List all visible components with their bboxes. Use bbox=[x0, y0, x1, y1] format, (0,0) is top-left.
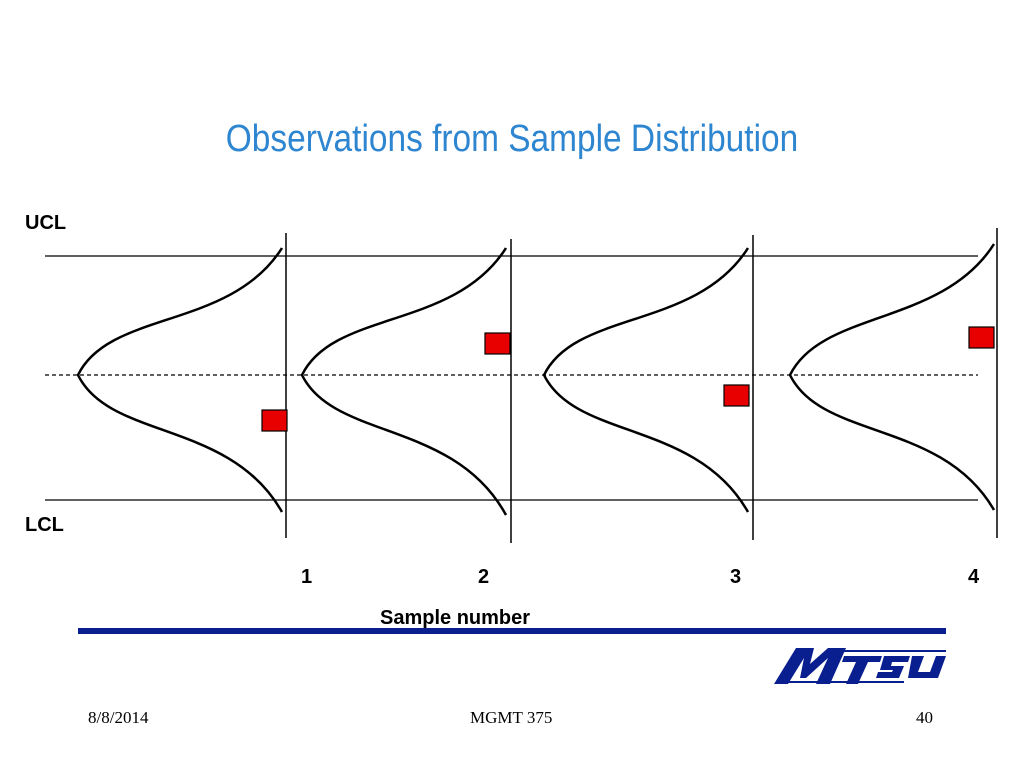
footer-date: 8/8/2014 bbox=[88, 708, 149, 727]
sample-4-distribution bbox=[788, 228, 998, 538]
observation-marker bbox=[968, 326, 995, 349]
sample-number-3: 3 bbox=[730, 566, 742, 588]
sample-number-1: 1 bbox=[301, 566, 313, 588]
distribution-curve bbox=[542, 247, 750, 513]
distribution-curve bbox=[76, 247, 284, 513]
mtsu-logo-icon bbox=[770, 642, 948, 688]
sample-3-distribution bbox=[542, 235, 754, 540]
footer-page-number: 40 bbox=[916, 708, 933, 727]
ucl-label: UCL bbox=[25, 212, 67, 234]
sample-1-distribution bbox=[76, 233, 288, 538]
sample-2-distribution bbox=[300, 239, 512, 543]
slide-title: Observations from Sample Distribution bbox=[225, 118, 799, 160]
distribution-curve bbox=[300, 247, 508, 516]
observation-marker bbox=[723, 384, 750, 407]
x-axis-label: Sample number bbox=[380, 607, 531, 629]
observation-marker bbox=[484, 332, 511, 355]
lcl-label: LCL bbox=[25, 514, 64, 536]
observation-marker bbox=[261, 409, 288, 432]
footer-course: MGMT 375 bbox=[470, 708, 553, 727]
footer-rule bbox=[78, 628, 946, 634]
distribution-curve bbox=[788, 243, 996, 511]
sample-number-4: 4 bbox=[968, 566, 980, 588]
sample-number-2: 2 bbox=[478, 566, 490, 588]
